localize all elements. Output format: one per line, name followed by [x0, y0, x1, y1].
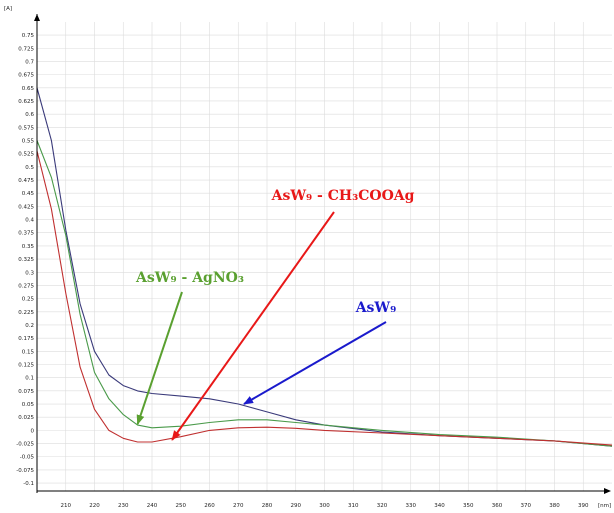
y-axis-arrow-icon	[34, 14, 40, 21]
y-tick-label: -0.05	[20, 455, 35, 461]
y-tick-label: 0.6	[25, 112, 34, 118]
series-layer	[36, 87, 613, 447]
y-tick-label: 0.425	[18, 204, 34, 210]
x-tick-label: 350	[463, 503, 474, 509]
x-tick-label: 290	[291, 503, 302, 509]
y-tick-label: 0.2	[25, 323, 34, 329]
y-tick-label: 0.1	[25, 376, 34, 382]
annotation-ch3cooag: AsW₉ - CH₃COOAg	[271, 188, 415, 204]
y-tick-label: 0.575	[18, 125, 34, 131]
annotation-ch3cooag-arrow	[171, 211, 335, 441]
y-tick-label: 0.675	[18, 73, 34, 79]
y-tick-label: 0.025	[18, 415, 34, 421]
y-tick-label: 0.075	[18, 389, 34, 395]
y-tick-label: 0.25	[22, 297, 35, 303]
tick-labels: -0.1 -0.075 -0.05 -0.025 0 0.025 0.05 0.075 0.1 0…	[16, 33, 589, 509]
x-tick-label: 210	[61, 503, 72, 509]
x-tick-label: 260	[204, 503, 215, 509]
x-tick-label: 250	[176, 503, 187, 509]
x-tick-label: 280	[262, 503, 273, 509]
x-tick-label: 230	[118, 503, 129, 509]
y-tick-label: 0.125	[18, 363, 34, 369]
y-tick-label: 0.75	[22, 33, 35, 39]
y-tick-label: 0.725	[18, 46, 34, 52]
y-tick-label: 0.375	[18, 231, 34, 237]
annotation-asw9: AsW₉	[355, 300, 397, 316]
series-line-asw9-agno3	[36, 140, 613, 447]
annotation-agno3: AsW₉ - AgNO₃	[135, 270, 244, 286]
y-tick-label: 0.525	[18, 152, 34, 158]
x-tick-label: 390	[578, 503, 589, 509]
x-tick-label: 380	[549, 503, 560, 509]
y-tick-label: 0.7	[25, 59, 34, 65]
y-tick-label: 0.55	[22, 138, 35, 144]
x-tick-label: 370	[521, 503, 532, 509]
y-axis-label: [A]	[4, 6, 12, 12]
y-tick-label: 0.15	[22, 349, 35, 355]
x-axis-arrow-icon	[604, 488, 611, 494]
y-tick-label: 0.65	[22, 86, 35, 92]
annotation-asw9-arrow	[243, 321, 387, 405]
y-tick-label: -0.1	[23, 481, 34, 487]
x-tick-label: 360	[492, 503, 503, 509]
y-tick-label: 0.05	[22, 402, 35, 408]
y-tick-label: 0.225	[18, 310, 34, 316]
annotation-agno3-arrow	[136, 291, 183, 426]
axes: [A] [nm]	[4, 6, 611, 509]
y-tick-label: 0.175	[18, 336, 34, 342]
y-tick-label: -0.075	[16, 468, 34, 474]
grid	[37, 22, 612, 491]
x-tick-label: 320	[377, 503, 388, 509]
x-axis-unit: [nm]	[598, 503, 611, 509]
x-tick-label: 300	[319, 503, 330, 509]
x-tick-label: 310	[348, 503, 359, 509]
y-tick-label: 0.275	[18, 283, 34, 289]
y-tick-label: 0.3	[25, 270, 34, 276]
x-tick-label: 220	[89, 503, 100, 509]
x-tick-label: 240	[147, 503, 158, 509]
y-tick-label: -0.025	[16, 442, 34, 448]
x-tick-label: 340	[434, 503, 445, 509]
y-tick-label: 0	[31, 428, 35, 434]
x-tick-label: 330	[406, 503, 417, 509]
x-tick-label: 270	[233, 503, 244, 509]
series-line-asw9-ch3cooag	[36, 150, 613, 446]
y-tick-label: 0.475	[18, 178, 34, 184]
y-tick-label: 0.325	[18, 257, 34, 263]
y-tick-label: 0.5	[25, 165, 34, 171]
y-tick-label: 0.35	[22, 244, 35, 250]
y-tick-label: 0.625	[18, 99, 34, 105]
annotations: AsW₉ AsW₉ - AgNO₃ AsW₉ - CH₃COOAg	[135, 188, 415, 441]
y-tick-label: 0.45	[22, 191, 35, 197]
y-tick-label: 0.4	[25, 218, 34, 224]
